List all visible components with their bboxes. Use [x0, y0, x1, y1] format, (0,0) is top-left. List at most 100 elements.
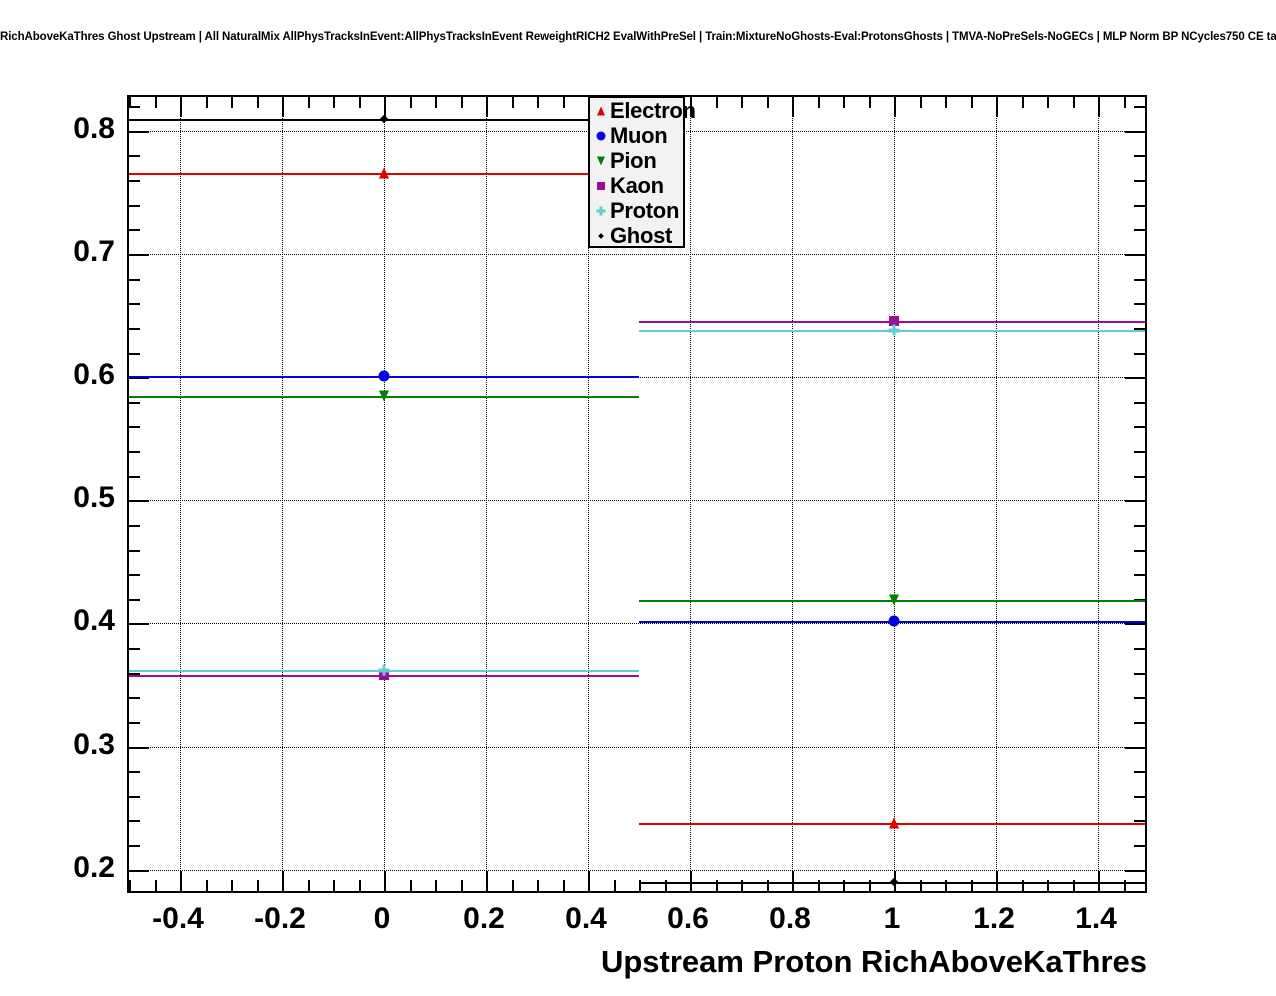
- y-axis-tick: [1125, 869, 1145, 872]
- x-axis-tick: [843, 97, 845, 108]
- y-axis-tick: [129, 795, 140, 798]
- x-axis-tick: [154, 880, 157, 891]
- gridline-horizontal: [129, 623, 1145, 625]
- x-axis-tick: [180, 97, 182, 117]
- y-axis-tick: [129, 401, 140, 404]
- x-axis-tick: [1072, 97, 1075, 108]
- x-axis-title: Upstream Proton RichAboveKaThres: [600, 944, 1147, 979]
- y-axis-tick-label: 0.8: [73, 111, 115, 145]
- data-point-electron: [379, 167, 389, 179]
- x-axis-tick: [1047, 97, 1049, 108]
- data-point-electron: [889, 817, 899, 829]
- legend-marker-electron: [593, 98, 610, 123]
- x-axis-tick-label: 0.8: [769, 902, 811, 935]
- x-axis-tick: [919, 880, 922, 891]
- x-axis-tick: [588, 871, 590, 891]
- x-axis-tick: [486, 871, 488, 891]
- y-axis-tick: [1134, 475, 1145, 478]
- x-axis-tick: [1123, 880, 1126, 891]
- x-axis-tick: [919, 97, 922, 108]
- data-point-proton: [378, 664, 390, 676]
- y-axis-tick: [1134, 327, 1145, 330]
- x-axis-tick-label: 0.4: [565, 902, 607, 935]
- x-axis-tick: [766, 97, 769, 108]
- y-axis-tick: [1125, 254, 1145, 256]
- legend-label: Proton: [610, 197, 680, 223]
- data-point-ghost: [889, 877, 899, 887]
- y-axis-tick: [129, 352, 140, 355]
- x-axis-tick: [256, 97, 259, 108]
- x-axis-tick: [409, 880, 412, 891]
- gridline-horizontal: [129, 869, 1145, 871]
- x-axis-tick: [231, 880, 233, 891]
- gridline-vertical: [792, 97, 793, 891]
- y-axis-tick: [129, 524, 140, 527]
- y-axis-tick: [129, 549, 140, 552]
- legend-item-pion[interactable]: Pion: [590, 148, 683, 173]
- x-axis-tick: [741, 880, 743, 891]
- data-point-muon: [378, 370, 390, 382]
- y-axis-tick-label: 0.7: [73, 235, 115, 268]
- diamond-marker-icon: [598, 233, 604, 239]
- gridline-vertical: [384, 97, 385, 891]
- x-axis-tick: [741, 97, 743, 108]
- x-axis-tick: [843, 880, 845, 891]
- x-axis-tick: [817, 880, 820, 891]
- x-axis-tick: [690, 97, 692, 117]
- x-axis-tick-label: 0.2: [463, 902, 505, 935]
- y-axis-tick: [1134, 180, 1145, 183]
- data-point-ghost: [379, 114, 389, 123]
- y-axis-tick: [1134, 229, 1145, 232]
- x-axis-tick: [435, 97, 437, 108]
- x-axis-tick: [715, 880, 718, 891]
- gridline-vertical: [690, 97, 691, 891]
- y-axis-tick: [129, 451, 140, 454]
- gridline-vertical: [588, 97, 589, 891]
- data-point-muon: [888, 615, 900, 627]
- y-axis-tick: [129, 746, 149, 749]
- x-axis-tick: [307, 97, 310, 108]
- x-axis-tick: [1072, 880, 1075, 891]
- x-axis-tick: [996, 97, 998, 117]
- y-axis-tick: [129, 648, 140, 651]
- y-axis-tick: [1134, 426, 1145, 429]
- legend-marker-muon: [593, 123, 610, 148]
- legend-marker-ghost: [593, 223, 610, 248]
- triangle-down-marker-icon: [597, 156, 605, 166]
- y-axis-tick: [129, 475, 140, 478]
- x-axis-tick: [460, 880, 463, 891]
- y-axis-tick: [129, 623, 149, 626]
- y-axis-tick: [1125, 130, 1145, 133]
- legend-item-ghost[interactable]: Ghost: [590, 223, 683, 248]
- legend-item-proton[interactable]: Proton: [590, 198, 683, 223]
- x-axis-tick: [613, 880, 616, 891]
- legend-label: Kaon: [610, 172, 664, 198]
- x-axis-tick: [562, 880, 565, 891]
- x-axis-tick-label: -0.2: [254, 902, 306, 935]
- y-axis-tick: [129, 672, 140, 675]
- x-axis-tick: [945, 97, 947, 108]
- x-axis-tick: [256, 880, 259, 891]
- y-axis-tick: [129, 869, 149, 872]
- x-axis-tick: [1021, 880, 1024, 891]
- x-axis-tick: [639, 880, 641, 891]
- data-point-proton: [888, 324, 900, 336]
- x-axis-tick: [1098, 871, 1100, 891]
- legend-item-electron[interactable]: Electron: [590, 98, 696, 123]
- x-axis-tick: [282, 97, 284, 117]
- x-axis-tick: [970, 97, 973, 108]
- cross-marker-icon: [596, 206, 606, 216]
- y-axis-tick: [1134, 549, 1145, 552]
- legend-item-muon[interactable]: Muon: [590, 123, 683, 148]
- y-axis-tick: [129, 820, 140, 823]
- y-axis-tick: [129, 155, 140, 158]
- y-axis-tick: [129, 130, 149, 133]
- x-axis-tick: [970, 880, 973, 891]
- y-axis-tick: [1134, 648, 1145, 651]
- data-layer: [129, 97, 1145, 891]
- y-axis-tick: [129, 278, 140, 281]
- x-axis-tick: [154, 97, 157, 108]
- y-axis-tick: [129, 303, 140, 306]
- legend-item-kaon[interactable]: Kaon: [590, 173, 683, 198]
- x-axis-tick: [817, 97, 820, 108]
